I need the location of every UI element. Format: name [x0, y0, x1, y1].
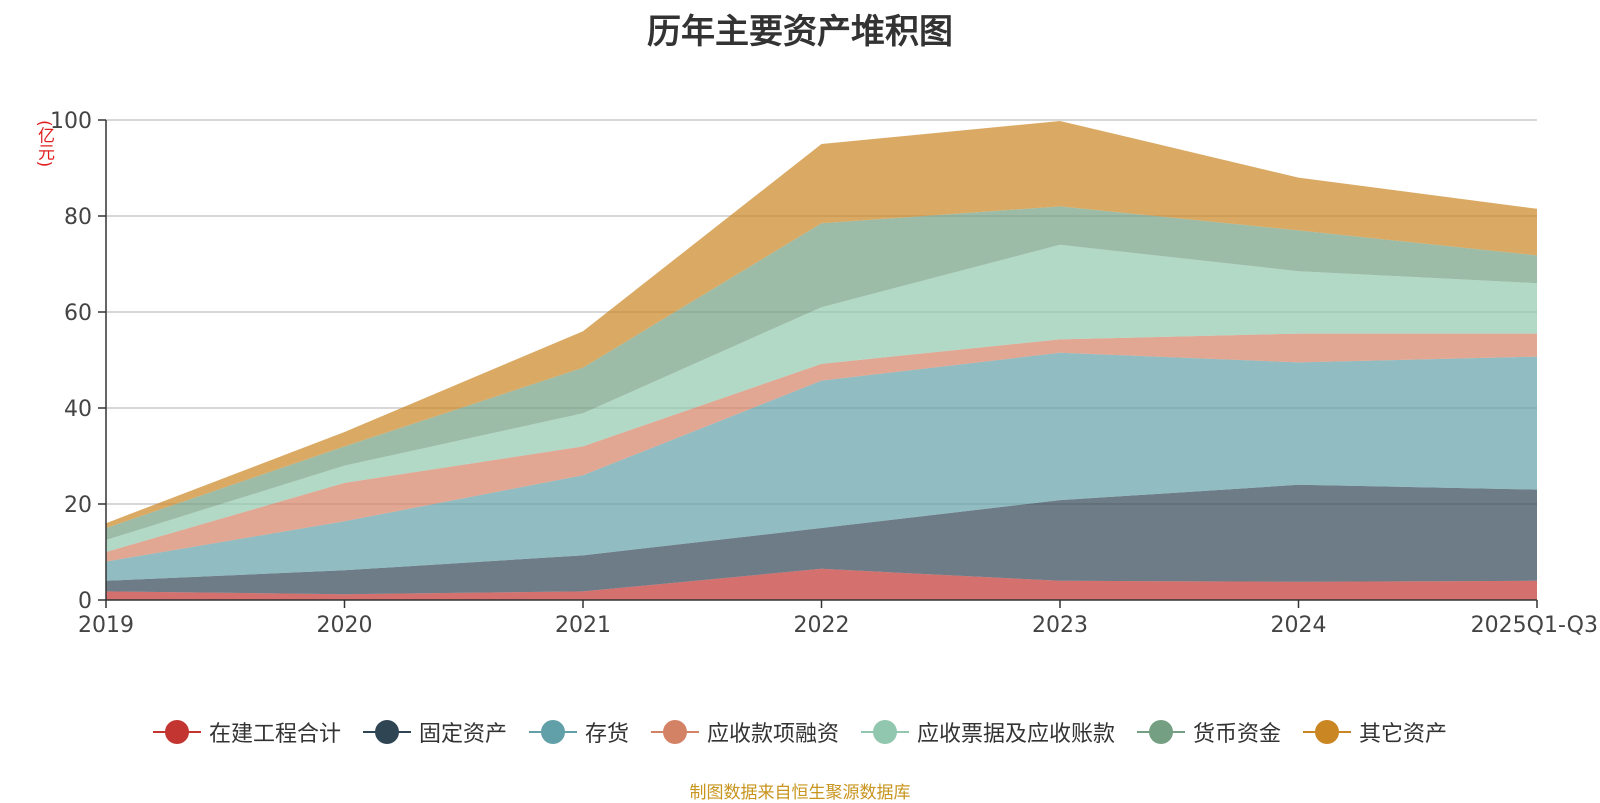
legend-marker-icon: [528, 720, 577, 744]
legend-marker-icon: [1303, 720, 1352, 744]
legend-label: 应收票据及应收账款: [917, 722, 1116, 747]
legend-marker-icon: [1137, 720, 1186, 744]
area-series-6: [106, 120, 1537, 529]
legend-marker-icon: [362, 720, 411, 744]
legend-item-3[interactable]: 应收款项融资: [650, 716, 839, 748]
area-series-5: [106, 206, 1537, 540]
legend-item-4[interactable]: 应收票据及应收账款: [861, 716, 1115, 748]
legend-item-6[interactable]: 其它资产: [1303, 716, 1447, 748]
legend-marker-icon: [650, 720, 699, 744]
area-series-3: [106, 333, 1537, 562]
legend-marker-icon: [152, 720, 201, 744]
legend-label: 固定资产: [418, 722, 507, 747]
y-tick-label: 80: [64, 205, 92, 230]
legend-label: 存货: [584, 722, 629, 747]
legend-label: 应收款项融资: [706, 722, 839, 747]
legend-item-2[interactable]: 存货: [528, 716, 629, 748]
area-series-2: [106, 352, 1537, 581]
area-series-1: [106, 484, 1537, 595]
data-source-note: 制图数据来自恒生聚源数据库: [689, 783, 911, 803]
area-series-0: [106, 568, 1537, 600]
legend-item-1[interactable]: 固定资产: [362, 716, 507, 748]
chart-title: 历年主要资产堆积图: [647, 12, 953, 52]
y-tick-label: 100: [50, 109, 92, 134]
x-tick-label: 2025Q1-Q3: [1471, 613, 1598, 638]
legend-marker-icon: [861, 720, 909, 744]
legend-label: 其它资产: [1359, 722, 1448, 747]
y-axis-unit-label: (亿元): [34, 120, 54, 168]
legend-item-0[interactable]: 在建工程合计: [152, 716, 341, 748]
y-tick-label: 20: [64, 493, 92, 518]
stacked-area-chart: 0 20 40 60 80 100 2019 2020 2021 2022 2023 2024 2025…: [50, 109, 1598, 638]
x-tick-label: 2024: [1271, 613, 1327, 638]
x-tick-label: 2021: [555, 613, 611, 638]
x-tick-label: 2020: [317, 613, 373, 638]
legend-label: 在建工程合计: [208, 722, 341, 747]
y-tick-label: 60: [64, 301, 92, 326]
x-tick-label: 2022: [794, 613, 850, 638]
x-tick-label: 2019: [78, 613, 134, 638]
area-series-4: [106, 244, 1537, 553]
legend-label: 货币资金: [1193, 722, 1282, 747]
y-tick-label: 0: [78, 589, 92, 614]
y-tick-label: 40: [64, 397, 92, 422]
x-tick-label: 2023: [1032, 613, 1088, 638]
legend-item-5[interactable]: 货币资金: [1137, 716, 1281, 748]
chart-legend: 在建工程合计 固定资产 存货 应收款项融资 应收票据及应收账款 货币资金 其它资产: [0, 716, 1600, 748]
